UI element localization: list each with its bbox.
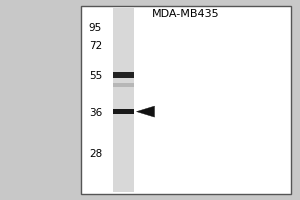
- Text: 36: 36: [89, 108, 102, 118]
- Text: 28: 28: [89, 149, 102, 159]
- Polygon shape: [136, 106, 154, 117]
- Bar: [112, 83, 134, 87]
- Text: 95: 95: [89, 23, 102, 33]
- Text: 72: 72: [89, 41, 102, 51]
- Bar: [81, 6, 291, 194]
- Bar: [112, 8, 134, 192]
- Bar: [112, 72, 134, 78]
- Bar: [112, 109, 134, 114]
- Text: MDA-MB435: MDA-MB435: [152, 9, 220, 19]
- Text: 55: 55: [89, 71, 102, 81]
